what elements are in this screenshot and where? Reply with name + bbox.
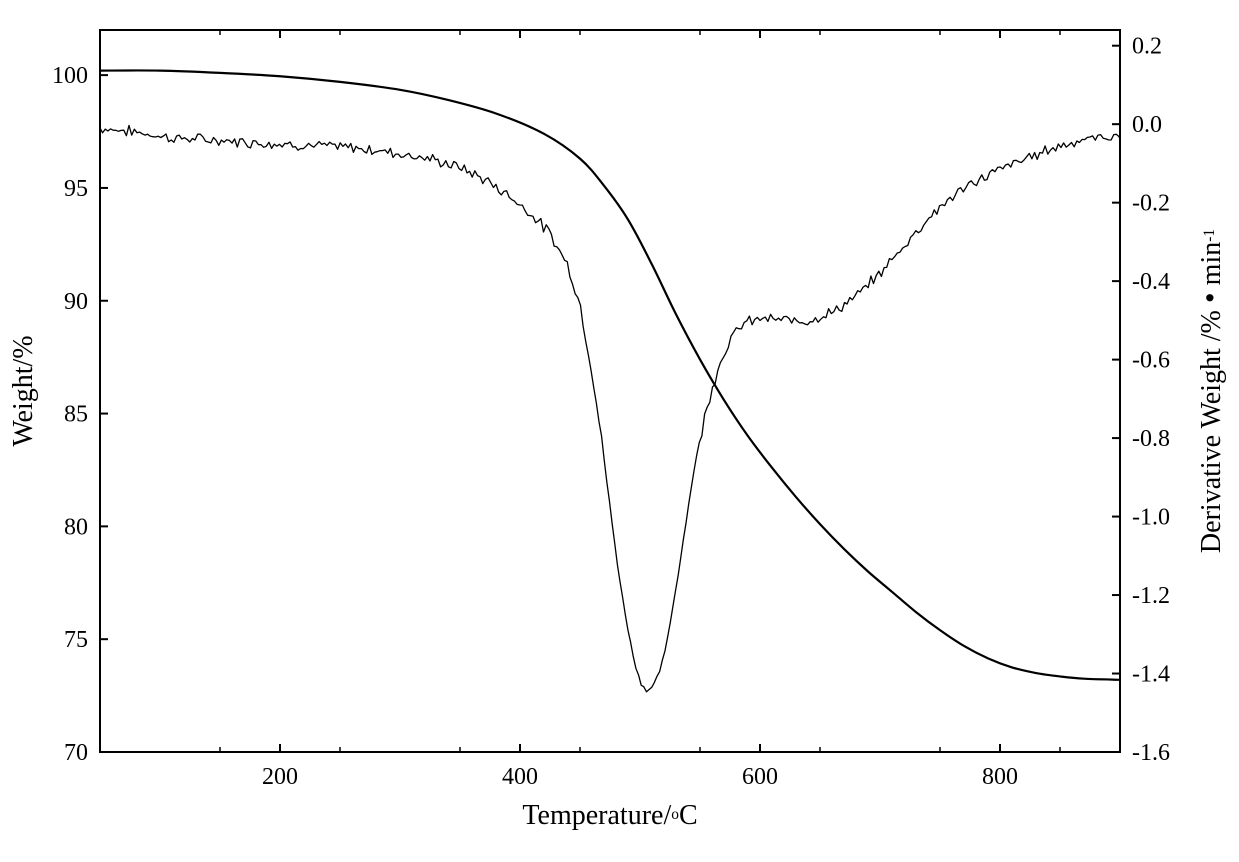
svg-text:-0.8: -0.8 — [1132, 426, 1170, 452]
svg-text:-1.2: -1.2 — [1132, 583, 1170, 609]
tga-dtg-chart: 200 400 600 800 70 75 80 85 90 95 100 -1.6 -1.4 -1.2 -… — [0, 0, 1239, 862]
svg-text:75: 75 — [64, 627, 88, 653]
svg-text:200: 200 — [262, 764, 298, 790]
svg-text:90: 90 — [64, 289, 88, 315]
svg-text:-1.6: -1.6 — [1132, 740, 1170, 766]
svg-text:95: 95 — [64, 176, 88, 202]
svg-text:Derivative Weight /% • min-1: Derivative Weight /% • min-1 — [1193, 229, 1227, 553]
svg-text:Temperature/oC: Temperature/oC — [522, 800, 697, 831]
svg-text:100: 100 — [52, 63, 88, 89]
svg-text:-0.4: -0.4 — [1132, 269, 1170, 295]
svg-text:-0.2: -0.2 — [1132, 191, 1170, 217]
svg-text:800: 800 — [982, 764, 1018, 790]
svg-text:-0.6: -0.6 — [1132, 348, 1170, 374]
svg-text:Weight/%: Weight/% — [8, 335, 39, 446]
svg-text:600: 600 — [742, 764, 778, 790]
svg-text:-1.0: -1.0 — [1132, 505, 1170, 531]
svg-text:0.0: 0.0 — [1132, 112, 1162, 138]
svg-text:0.2: 0.2 — [1132, 34, 1162, 60]
svg-text:80: 80 — [64, 514, 88, 540]
svg-text:400: 400 — [502, 764, 538, 790]
svg-text:85: 85 — [64, 402, 88, 428]
chart-svg: 200 400 600 800 70 75 80 85 90 95 100 -1.6 -1.4 -1.2 -… — [0, 0, 1239, 862]
svg-text:70: 70 — [64, 740, 88, 766]
svg-text:-1.4: -1.4 — [1132, 662, 1170, 688]
